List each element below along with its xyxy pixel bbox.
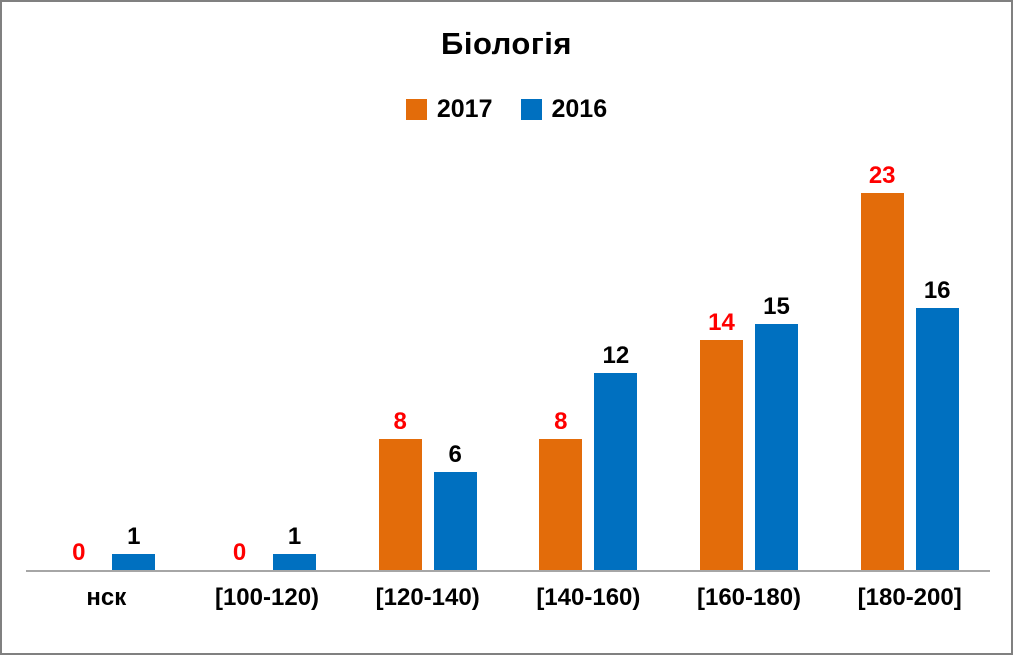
bar-column-2017: 8 — [539, 140, 583, 570]
bar-column-2016: 16 — [915, 140, 959, 570]
bar-value-label: 12 — [602, 341, 630, 369]
bar-group: 14 15 — [669, 140, 830, 570]
bar-value-label: 1 — [127, 522, 141, 550]
bar-group: 23 16 — [829, 140, 990, 570]
x-axis: нск [100-120) [120-140) [140-160) [160-180) [… — [26, 584, 990, 612]
bar-column-2017: 8 — [378, 140, 422, 570]
legend-label: 2016 — [551, 95, 608, 123]
bar-column-2016: 15 — [755, 140, 799, 570]
bar-value-label: 8 — [554, 407, 568, 435]
bar-value-label: 0 — [72, 538, 86, 566]
bar — [860, 193, 904, 570]
legend-swatch-icon — [520, 99, 542, 120]
bar-column-2016: 12 — [594, 140, 638, 570]
x-axis-label: [180-200] — [857, 584, 962, 611]
bar — [700, 340, 744, 570]
bar-column-2016: 6 — [433, 140, 477, 570]
bar-value-label: 1 — [287, 522, 302, 550]
bar-column-2016: 1 — [112, 140, 156, 570]
bar-value-label: 16 — [923, 276, 951, 304]
chart-title: Біологія — [441, 26, 572, 61]
legend-label: 2017 — [436, 95, 493, 123]
bar-column-2017: 23 — [860, 140, 904, 570]
bar — [112, 554, 156, 570]
bar — [915, 308, 959, 570]
bar — [273, 554, 316, 570]
bar — [378, 439, 422, 570]
chart-legend: 2017 2016 — [2, 95, 1011, 124]
bar-column-2017: 0 — [218, 140, 261, 570]
bar-value-label: 8 — [393, 407, 407, 435]
x-axis-label: [140-160) — [536, 584, 641, 611]
x-axis-label: [100-120) — [214, 584, 320, 611]
plot-area: 0 1 0 1 8 6 8 12 14 15 23 16 — [26, 140, 990, 572]
bar-column-2017: 14 — [700, 140, 744, 570]
bar-value-label: 6 — [448, 440, 462, 468]
bar — [594, 373, 638, 570]
bar-group: 8 12 — [508, 140, 669, 570]
bar — [433, 472, 477, 570]
bar-value-label: 15 — [763, 292, 790, 320]
bar-column-2016: 1 — [273, 140, 316, 570]
bar — [539, 439, 583, 570]
legend-item-2017: 2017 — [405, 95, 493, 124]
x-axis-label: [160-180) — [696, 584, 802, 611]
legend-item-2016: 2016 — [520, 95, 608, 124]
x-axis-label: [120-140) — [375, 584, 480, 611]
bar-value-label: 0 — [232, 538, 247, 566]
bar-value-label: 14 — [708, 308, 735, 336]
bar — [755, 324, 799, 570]
bar-value-label: 23 — [868, 161, 896, 189]
legend-swatch-icon — [405, 99, 427, 120]
bar-column-2017: 0 — [57, 140, 100, 570]
x-axis-label: нск — [86, 584, 127, 611]
